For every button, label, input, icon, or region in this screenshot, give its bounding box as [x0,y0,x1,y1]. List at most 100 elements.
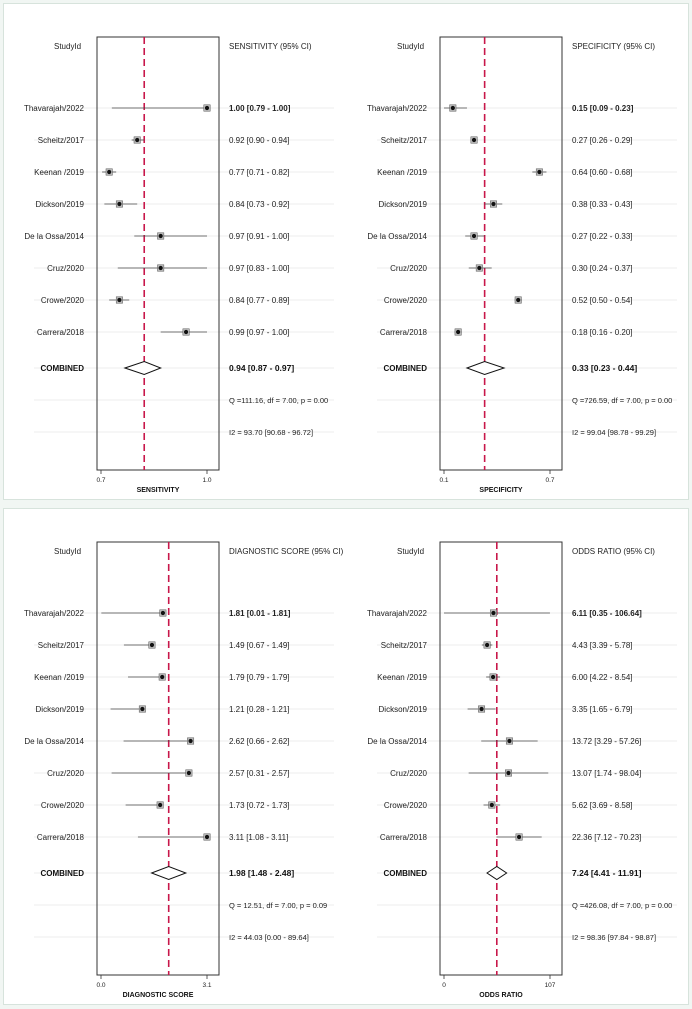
study-point-estimate [183,329,189,335]
study-estimate-value: 1.79 [0.79 - 1.79] [229,673,290,682]
study-label: Keenan /2019 [34,168,84,177]
study-estimate-value: 0.84 [0.77 - 0.89] [229,296,290,305]
study-estimate-value: 3.35 [1.65 - 6.79] [572,705,633,714]
forest-figure-bottom: StudyId DIAGNOSTIC SCORE (95% CI) Thavaraj… [3,508,689,1005]
combined-estimate-value: 0.33 [0.23 - 0.44] [572,363,637,373]
combined-estimate-value: 7.24 [4.41 - 11.91] [572,868,642,878]
study-label: Dickson/2019 [379,705,428,714]
study-estimate-value: 22.36 [7.12 - 70.23] [572,833,641,842]
study-point-estimate [490,674,496,680]
combined-diamond [123,360,163,376]
study-estimate-value: 13.07 [1.74 - 98.04] [572,769,641,778]
study-estimate-value: 0.38 [0.33 - 0.43] [572,200,633,209]
x-tick-label: 1.0 [202,477,211,484]
stat-column-header: SPECIFICITY (95% CI) [572,42,655,51]
study-id-header: StudyId [54,547,81,556]
heterogeneity-i2-stat: I2 = 99.04 [98.78 - 99.29] [572,428,656,437]
stat-column-header: DIAGNOSTIC SCORE (95% CI) [229,547,344,556]
study-point-estimate [507,738,512,744]
study-label: De la Ossa/2014 [367,232,427,241]
study-point-estimate [506,770,511,776]
study-point-estimate [158,233,163,239]
study-estimate-value: 1.00 [0.79 - 1.00] [229,104,291,113]
study-estimate-value: 2.62 [0.66 - 2.62] [229,737,290,746]
study-label: Carrera/2018 [37,328,85,337]
study-point-estimate [491,201,496,207]
study-label: Cruz/2020 [47,264,84,273]
study-estimate-value: 1.49 [0.67 - 1.49] [229,641,290,650]
study-point-estimate [107,169,112,175]
study-point-estimate [491,610,496,616]
study-point-estimate [188,738,193,744]
study-estimate-value: 1.73 [0.72 - 1.73] [229,801,290,810]
forest-panel-3: StudyId DIAGNOSTIC SCORE (95% CI) Thavaraj… [24,541,344,999]
study-estimate-value: 13.72 [3.29 - 57.26] [572,737,641,746]
study-label: Crowe/2020 [41,296,85,305]
forest-figure-bottom-canvas: StudyId DIAGNOSTIC SCORE (95% CI) Thavaraj… [24,541,677,999]
study-point-estimate [484,642,490,648]
study-estimate-value: 1.81 [0.01 - 1.81] [229,609,291,618]
heterogeneity-q-stat: Q = 12.51, df = 7.00, p = 0.09 [229,901,327,910]
study-estimate-value: 0.84 [0.73 - 0.92] [229,200,290,209]
study-estimate-value: 6.00 [4.22 - 8.54] [572,673,633,682]
combined-estimate-value: 1.98 [1.48 - 2.48] [229,868,294,878]
stat-column-header: SENSITIVITY (95% CI) [229,42,312,51]
x-tick-label: 0 [442,982,446,989]
study-point-estimate [158,265,163,271]
study-label: Crowe/2020 [384,801,428,810]
study-id-header: StudyId [397,42,424,51]
study-label: Keenan /2019 [377,168,427,177]
study-label: De la Ossa/2014 [367,737,427,746]
study-point-estimate [204,105,210,111]
x-axis-label: SENSITIVITY [137,487,180,494]
study-label: De la Ossa/2014 [24,737,84,746]
study-point-estimate [471,137,477,143]
study-point-estimate [479,706,484,712]
x-tick-label: 0.7 [545,477,554,484]
x-axis-label: DIAGNOSTIC SCORE [123,992,194,999]
study-estimate-value: 0.64 [0.60 - 0.68] [572,168,633,177]
study-label: Carrera/2018 [380,328,428,337]
heterogeneity-q-stat: Q =111.16, df = 7.00, p = 0.00 [229,396,328,405]
study-estimate-value: 0.92 [0.90 - 0.94] [229,136,290,145]
study-label: Thavarajah/2022 [367,104,428,113]
plot-frame [439,36,563,471]
forest-panel-1: StudyId SENSITIVITY (95% CI) Thavarajah/20… [24,36,334,494]
study-point-estimate [516,297,521,303]
forest-figure-top-canvas: StudyId SENSITIVITY (95% CI) Thavarajah/20… [24,36,677,494]
x-axis-label: SPECIFICITY [479,487,523,494]
plot-frame [439,541,563,976]
x-tick-label: 107 [545,982,556,989]
study-label: Dickson/2019 [36,200,85,209]
plot-frame [96,541,220,976]
study-label: Carrera/2018 [380,833,428,842]
study-point-estimate [140,706,145,712]
study-id-header: StudyId [54,42,81,51]
study-point-estimate [450,105,455,111]
study-label: Cruz/2020 [390,264,427,273]
study-point-estimate [117,201,122,207]
study-estimate-value: 0.15 [0.09 - 0.23] [572,104,634,113]
combined-diamond [150,865,188,881]
forest-figure-top: StudyId SENSITIVITY (95% CI) Thavarajah/20… [3,3,689,500]
study-label: Thavarajah/2022 [24,104,85,113]
study-label: Crowe/2020 [41,801,85,810]
study-label: Scheitz/2017 [381,641,428,650]
study-id-header: StudyId [397,547,424,556]
study-label: Cruz/2020 [47,769,84,778]
study-estimate-value: 0.99 [0.97 - 1.00] [229,328,290,337]
study-point-estimate [477,265,482,271]
combined-label: COMBINED [383,364,427,373]
study-label: Scheitz/2017 [381,136,428,145]
study-point-estimate [204,834,210,840]
x-tick-label: 0.1 [439,477,448,484]
heterogeneity-q-stat: Q =726.59, df = 7.00, p = 0.00 [572,396,672,405]
study-estimate-value: 1.21 [0.28 - 1.21] [229,705,290,714]
combined-estimate-value: 0.94 [0.87 - 0.97] [229,363,294,373]
forest-panel-4: StudyId ODDS RATIO (95% CI) Thavarajah/202… [367,541,677,999]
study-label: Carrera/2018 [37,833,85,842]
study-label: Keenan /2019 [377,673,427,682]
combined-label: COMBINED [40,364,84,373]
study-point-estimate [158,802,163,808]
study-estimate-value: 0.77 [0.71 - 0.82] [229,168,290,177]
